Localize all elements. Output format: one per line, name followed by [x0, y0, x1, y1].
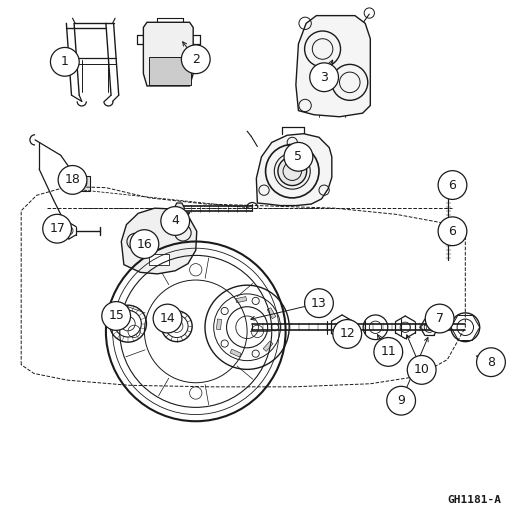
Bar [216, 319, 222, 330]
Circle shape [438, 217, 467, 245]
Circle shape [102, 302, 131, 331]
Text: 5: 5 [295, 151, 302, 163]
Bar [267, 308, 276, 319]
Text: 15: 15 [108, 309, 124, 322]
Bar [236, 296, 247, 303]
Circle shape [374, 337, 403, 366]
Polygon shape [256, 134, 332, 206]
Polygon shape [149, 57, 191, 85]
Circle shape [438, 171, 467, 199]
Text: GH1181-A: GH1181-A [447, 495, 501, 505]
Circle shape [43, 214, 71, 243]
Circle shape [304, 289, 333, 318]
Text: 2: 2 [192, 53, 200, 66]
Text: 17: 17 [49, 222, 65, 235]
Bar [230, 349, 241, 357]
Text: 12: 12 [339, 327, 355, 340]
Polygon shape [296, 16, 370, 117]
Circle shape [278, 157, 307, 186]
Text: 3: 3 [320, 71, 328, 84]
Polygon shape [143, 22, 193, 86]
Text: 8: 8 [487, 356, 495, 368]
Text: 11: 11 [381, 346, 396, 359]
Circle shape [477, 348, 506, 377]
Circle shape [284, 142, 313, 171]
Text: 1: 1 [61, 56, 69, 69]
Circle shape [50, 47, 79, 76]
Circle shape [181, 45, 210, 74]
Text: 4: 4 [171, 214, 179, 227]
Text: 6: 6 [448, 225, 456, 238]
Bar [263, 341, 273, 351]
Polygon shape [149, 254, 169, 265]
Circle shape [310, 63, 339, 92]
Circle shape [153, 304, 182, 333]
Bar [78, 176, 90, 191]
Text: 7: 7 [436, 312, 444, 325]
Text: 14: 14 [160, 312, 175, 325]
Text: 6: 6 [448, 179, 456, 192]
Text: 16: 16 [136, 238, 152, 251]
Circle shape [161, 207, 190, 236]
Circle shape [407, 356, 436, 384]
Circle shape [425, 304, 454, 333]
Polygon shape [121, 208, 197, 274]
Circle shape [333, 320, 362, 348]
Circle shape [58, 166, 87, 194]
Text: 9: 9 [397, 394, 405, 407]
Text: 13: 13 [311, 297, 327, 310]
Polygon shape [174, 203, 184, 213]
Text: 10: 10 [414, 363, 429, 376]
Circle shape [387, 386, 415, 415]
Text: 18: 18 [65, 173, 80, 186]
Circle shape [130, 230, 159, 258]
